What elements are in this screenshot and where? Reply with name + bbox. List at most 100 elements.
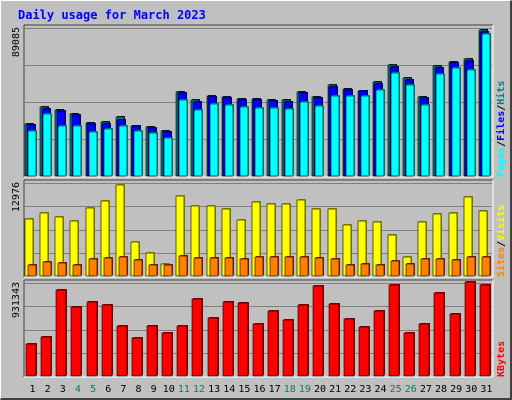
bar-kbytes-22 <box>343 318 355 377</box>
x-tick-label-20: 20 <box>314 384 326 395</box>
bar-sites-18 <box>284 256 294 277</box>
bar-pages-29 <box>451 67 461 177</box>
chart-title: Daily usage for March 2023 <box>18 8 206 22</box>
bar-pages-4 <box>72 125 82 177</box>
x-tick-label-24: 24 <box>375 384 387 395</box>
bar-kbytes-23 <box>358 326 370 377</box>
bar-sites-3 <box>57 262 67 277</box>
bar-kbytes-21 <box>328 303 340 377</box>
bar-sites-20 <box>314 257 324 277</box>
x-tick-label-6: 6 <box>105 384 111 395</box>
x-tick-label-9: 9 <box>151 384 157 395</box>
bar-kbytes-18 <box>282 319 294 377</box>
bar-sites-31 <box>481 256 491 277</box>
x-tick-label-18: 18 <box>284 384 296 395</box>
bar-kbytes-11 <box>176 325 188 377</box>
x-tick-label-2: 2 <box>45 384 51 395</box>
bar-sites-19 <box>299 256 309 277</box>
legend-visits: Visits <box>495 205 507 241</box>
x-tick-label-7: 7 <box>120 384 126 395</box>
bar-sites-4 <box>72 264 82 277</box>
x-tick-label-12: 12 <box>193 384 205 395</box>
bar-pages-21 <box>330 95 340 177</box>
bar-kbytes-28 <box>433 292 445 377</box>
bar-pages-31 <box>481 33 491 177</box>
bar-kbytes-4 <box>70 306 82 377</box>
bar-pages-28 <box>435 73 445 177</box>
bar-sites-12 <box>193 257 203 277</box>
legend-files: Files <box>495 111 507 141</box>
bar-pages-27 <box>420 104 430 177</box>
bar-pages-12 <box>193 109 203 177</box>
legend: Pages/Files/Hits <box>495 81 507 177</box>
bar-pages-15 <box>239 106 249 177</box>
x-tick-label-15: 15 <box>238 384 250 395</box>
bar-kbytes-7 <box>116 325 128 377</box>
x-tick-label-21: 21 <box>329 384 341 395</box>
bar-kbytes-27 <box>418 323 430 377</box>
bar-sites-1 <box>27 264 37 277</box>
bar-kbytes-26 <box>403 332 415 377</box>
x-tick-label-4: 4 <box>75 384 81 395</box>
bar-pages-23 <box>360 95 370 177</box>
x-tick-label-22: 22 <box>344 384 356 395</box>
bar-sites-5 <box>88 258 98 277</box>
bar-pages-19 <box>299 101 309 177</box>
y-max-label: 12976 <box>11 182 22 212</box>
panel-kbytes: 931343 KBytes <box>11 279 507 378</box>
bar-pages-2 <box>42 113 52 177</box>
series-sites <box>27 255 491 277</box>
legend-sites: Sites <box>495 247 507 277</box>
bar-sites-25 <box>390 260 400 277</box>
bar-pages-30 <box>466 69 476 177</box>
bar-sites-7 <box>118 256 128 277</box>
x-tick-label-8: 8 <box>135 384 141 395</box>
legend-kbytes: KBytes <box>496 341 507 377</box>
series-visits <box>24 184 488 277</box>
bar-pages-5 <box>88 131 98 177</box>
series-pages <box>27 33 491 177</box>
bar-kbytes-19 <box>297 304 309 377</box>
bar-sites-21 <box>330 258 340 277</box>
bar-pages-7 <box>118 125 128 177</box>
legend-separator: / <box>496 105 507 111</box>
bar-sites-30 <box>466 256 476 277</box>
legend-pages: Pages <box>496 147 507 177</box>
bar-sites-14 <box>224 257 234 277</box>
bar-kbytes-30 <box>464 281 476 377</box>
bar-kbytes-15 <box>237 302 249 377</box>
legend-hits: Hits <box>495 81 507 105</box>
bar-kbytes-9 <box>146 325 158 377</box>
bar-sites-23 <box>360 263 370 277</box>
bar-kbytes-14 <box>222 301 234 377</box>
x-tick-label-19: 19 <box>299 384 311 395</box>
legend-separator: / <box>496 141 507 147</box>
x-tick-label-13: 13 <box>208 384 220 395</box>
bar-kbytes-20 <box>312 285 324 377</box>
x-tick-label-23: 23 <box>359 384 371 395</box>
bar-sites-9 <box>148 264 158 277</box>
bar-kbytes-25 <box>388 284 400 377</box>
legend: KBytes <box>496 341 507 377</box>
bar-pages-8 <box>133 130 143 177</box>
bar-kbytes-17 <box>267 310 279 377</box>
x-tick-label-30: 30 <box>465 384 477 395</box>
x-tick-label-31: 31 <box>480 384 492 395</box>
bar-pages-11 <box>178 99 188 177</box>
bar-pages-24 <box>375 89 385 177</box>
x-tick-label-14: 14 <box>223 384 235 395</box>
x-tick-label-16: 16 <box>253 384 265 395</box>
bar-pages-9 <box>148 132 158 177</box>
bar-kbytes-12 <box>191 298 203 377</box>
bar-sites-28 <box>435 258 445 277</box>
bar-sites-26 <box>405 263 415 277</box>
bar-sites-15 <box>239 258 249 277</box>
bar-pages-6 <box>103 128 113 177</box>
bar-kbytes-6 <box>101 304 113 377</box>
bar-pages-17 <box>269 107 279 177</box>
x-tick-label-25: 25 <box>390 384 402 395</box>
bar-pages-16 <box>254 107 264 177</box>
